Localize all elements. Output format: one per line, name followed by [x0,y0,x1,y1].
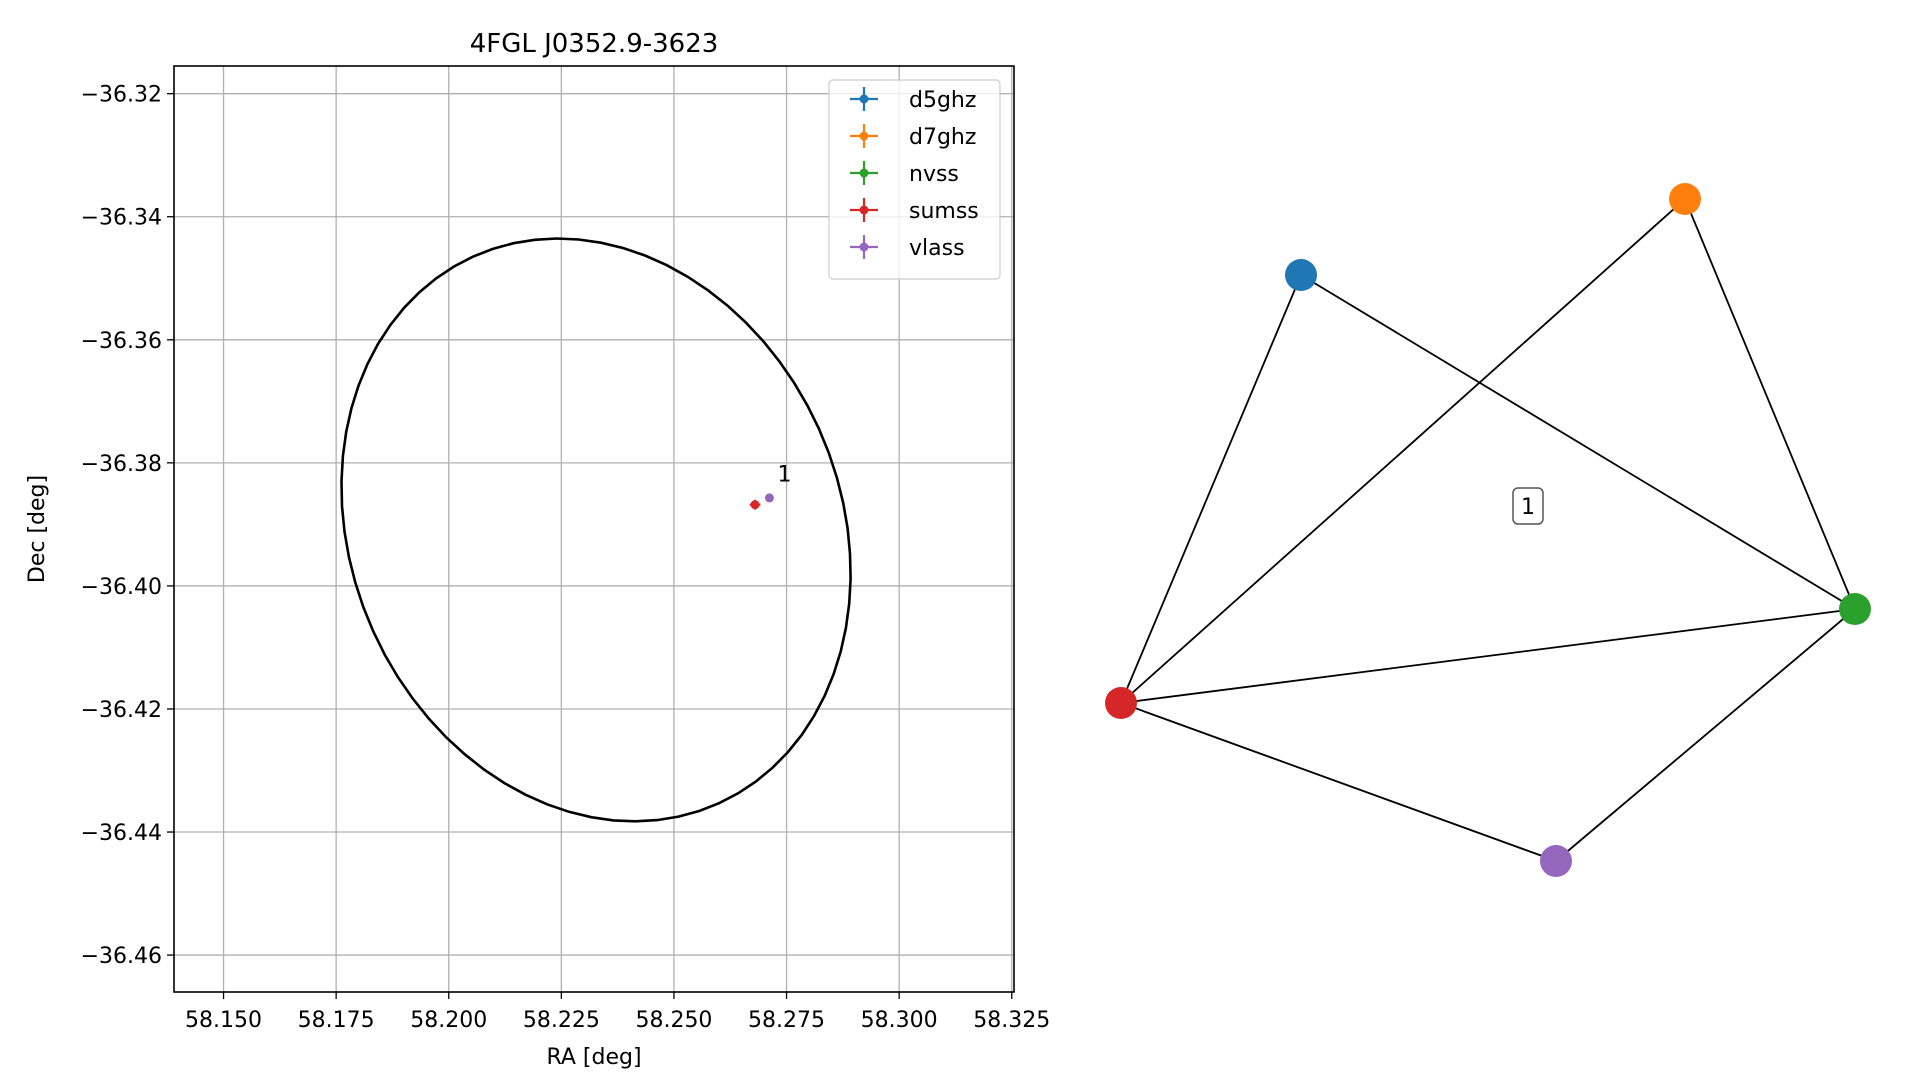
edge-sumss-vlass [1120,702,1557,862]
legend-label: vlass [909,236,965,261]
edge-d7ghz-sumss [1120,198,1686,704]
y-tick-label: −36.32 [81,83,162,108]
x-tick-label: 58.200 [410,1008,487,1033]
legend-label: nvss [909,162,959,187]
legend-marker [859,131,869,141]
edge-sumss-nvss [1120,608,1856,704]
legend-label: d5ghz [909,88,976,113]
x-tick-label: 58.225 [523,1008,600,1033]
network-graph: 1 [1105,183,1871,877]
axes-frame [173,65,1015,993]
y-tick-label: −36.42 [81,698,162,723]
y-ticks: −36.32 −36.34 −36.36 −36.38 −36.40 −36.42 −36.… [81,83,174,969]
legend-label: d7ghz [909,125,976,150]
legend: d5ghz d7ghz nvss sumss vlass [828,79,1001,280]
cluster-label-text: 1 [1521,495,1535,520]
data-points [749,493,774,510]
node-sumss [1105,687,1137,719]
marker [750,500,760,510]
y-axis-label: Dec [deg] [25,475,50,583]
legend-label: sumss [909,199,979,224]
chart-title: 4FGL J0352.9-3623 [470,29,719,59]
node-vlass [1540,845,1572,877]
error-ellipse-layer [340,237,852,823]
node-nvss [1839,593,1871,625]
node-d5ghz [1285,259,1317,291]
edge-d5ghz-nvss [1300,274,1856,610]
legend-marker [859,242,869,252]
annotation-label: 1 [778,462,792,487]
x-tick-label: 58.275 [748,1008,825,1033]
x-axis-label: RA [deg] [546,1045,641,1070]
edge-d5ghz-sumss [1120,274,1302,704]
node-d7ghz [1669,183,1701,215]
x-tick-label: 58.300 [861,1008,938,1033]
x-ticks: 58.150 58.175 58.200 58.225 58.250 58.275 58.3… [185,992,1050,1033]
annotations: 1 [778,462,792,487]
x-tick-label: 58.175 [298,1008,375,1033]
x-tick-label: 58.250 [635,1008,712,1033]
y-tick-label: −36.44 [81,821,162,846]
legend-box [828,79,1001,280]
x-tick-label: 58.150 [185,1008,262,1033]
grid [174,66,1014,992]
x-tick-label: 58.325 [973,1008,1050,1033]
legend-marker [859,94,869,104]
cluster-label: 1 [1512,487,1544,525]
scatter-plot: 1 58.150 58.175 58.200 58.225 58.250 58.275 58… [25,29,1050,1070]
edge-d7ghz-nvss [1684,198,1856,610]
network-nodes [1105,183,1871,877]
edge-vlass-nvss [1555,608,1856,862]
y-tick-label: −36.36 [81,329,162,354]
legend-items: d5ghz d7ghz nvss sumss vlass [850,87,979,261]
legend-marker [859,205,869,215]
marker [764,493,774,503]
legend-item-nvss: nvss [850,161,959,187]
cluster-label-box [1512,487,1544,525]
y-tick-label: −36.40 [81,575,162,600]
legend-marker [859,168,869,178]
y-tick-label: −36.38 [81,452,162,477]
data-point-vlass [764,493,774,503]
legend-item-d5ghz: d5ghz [850,87,976,113]
error-ellipse [340,237,852,823]
legend-item-sumss: sumss [850,198,979,224]
legend-item-vlass: vlass [850,235,965,261]
legend-item-d7ghz: d7ghz [850,124,976,150]
y-tick-label: −36.34 [81,206,162,231]
y-tick-label: −36.46 [81,944,162,969]
network-edges [1120,198,1856,862]
data-point-sumss [749,499,761,510]
